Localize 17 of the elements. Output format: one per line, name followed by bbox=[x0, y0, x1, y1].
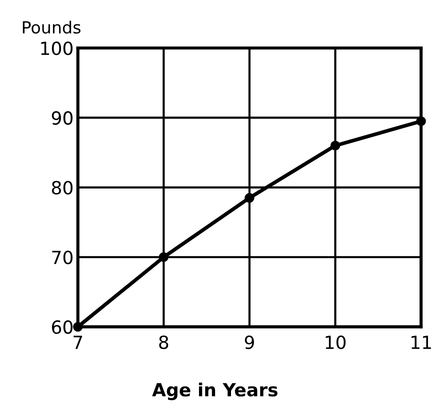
point bbox=[416, 116, 426, 126]
y-tick-label: 60 bbox=[52, 320, 73, 334]
x-tick-label: 9 bbox=[244, 335, 254, 350]
y-tick-label: 80 bbox=[52, 180, 73, 195]
point bbox=[330, 140, 340, 150]
x-tick-label: 7 bbox=[74, 336, 82, 349]
x-axis-title: Age in Years bbox=[152, 382, 278, 400]
point bbox=[244, 193, 254, 203]
y-tick-label: 70 bbox=[52, 250, 73, 264]
y-axis-title: Pounds bbox=[22, 20, 80, 34]
y-tick-label: 100 bbox=[41, 41, 73, 56]
point bbox=[73, 322, 83, 332]
x-tick-label: 10 bbox=[326, 335, 346, 350]
y-tick-label: 90 bbox=[52, 111, 73, 125]
x-tick-label: 11 bbox=[412, 336, 431, 349]
point bbox=[158, 252, 169, 262]
x-tick-label: 8 bbox=[159, 335, 168, 350]
